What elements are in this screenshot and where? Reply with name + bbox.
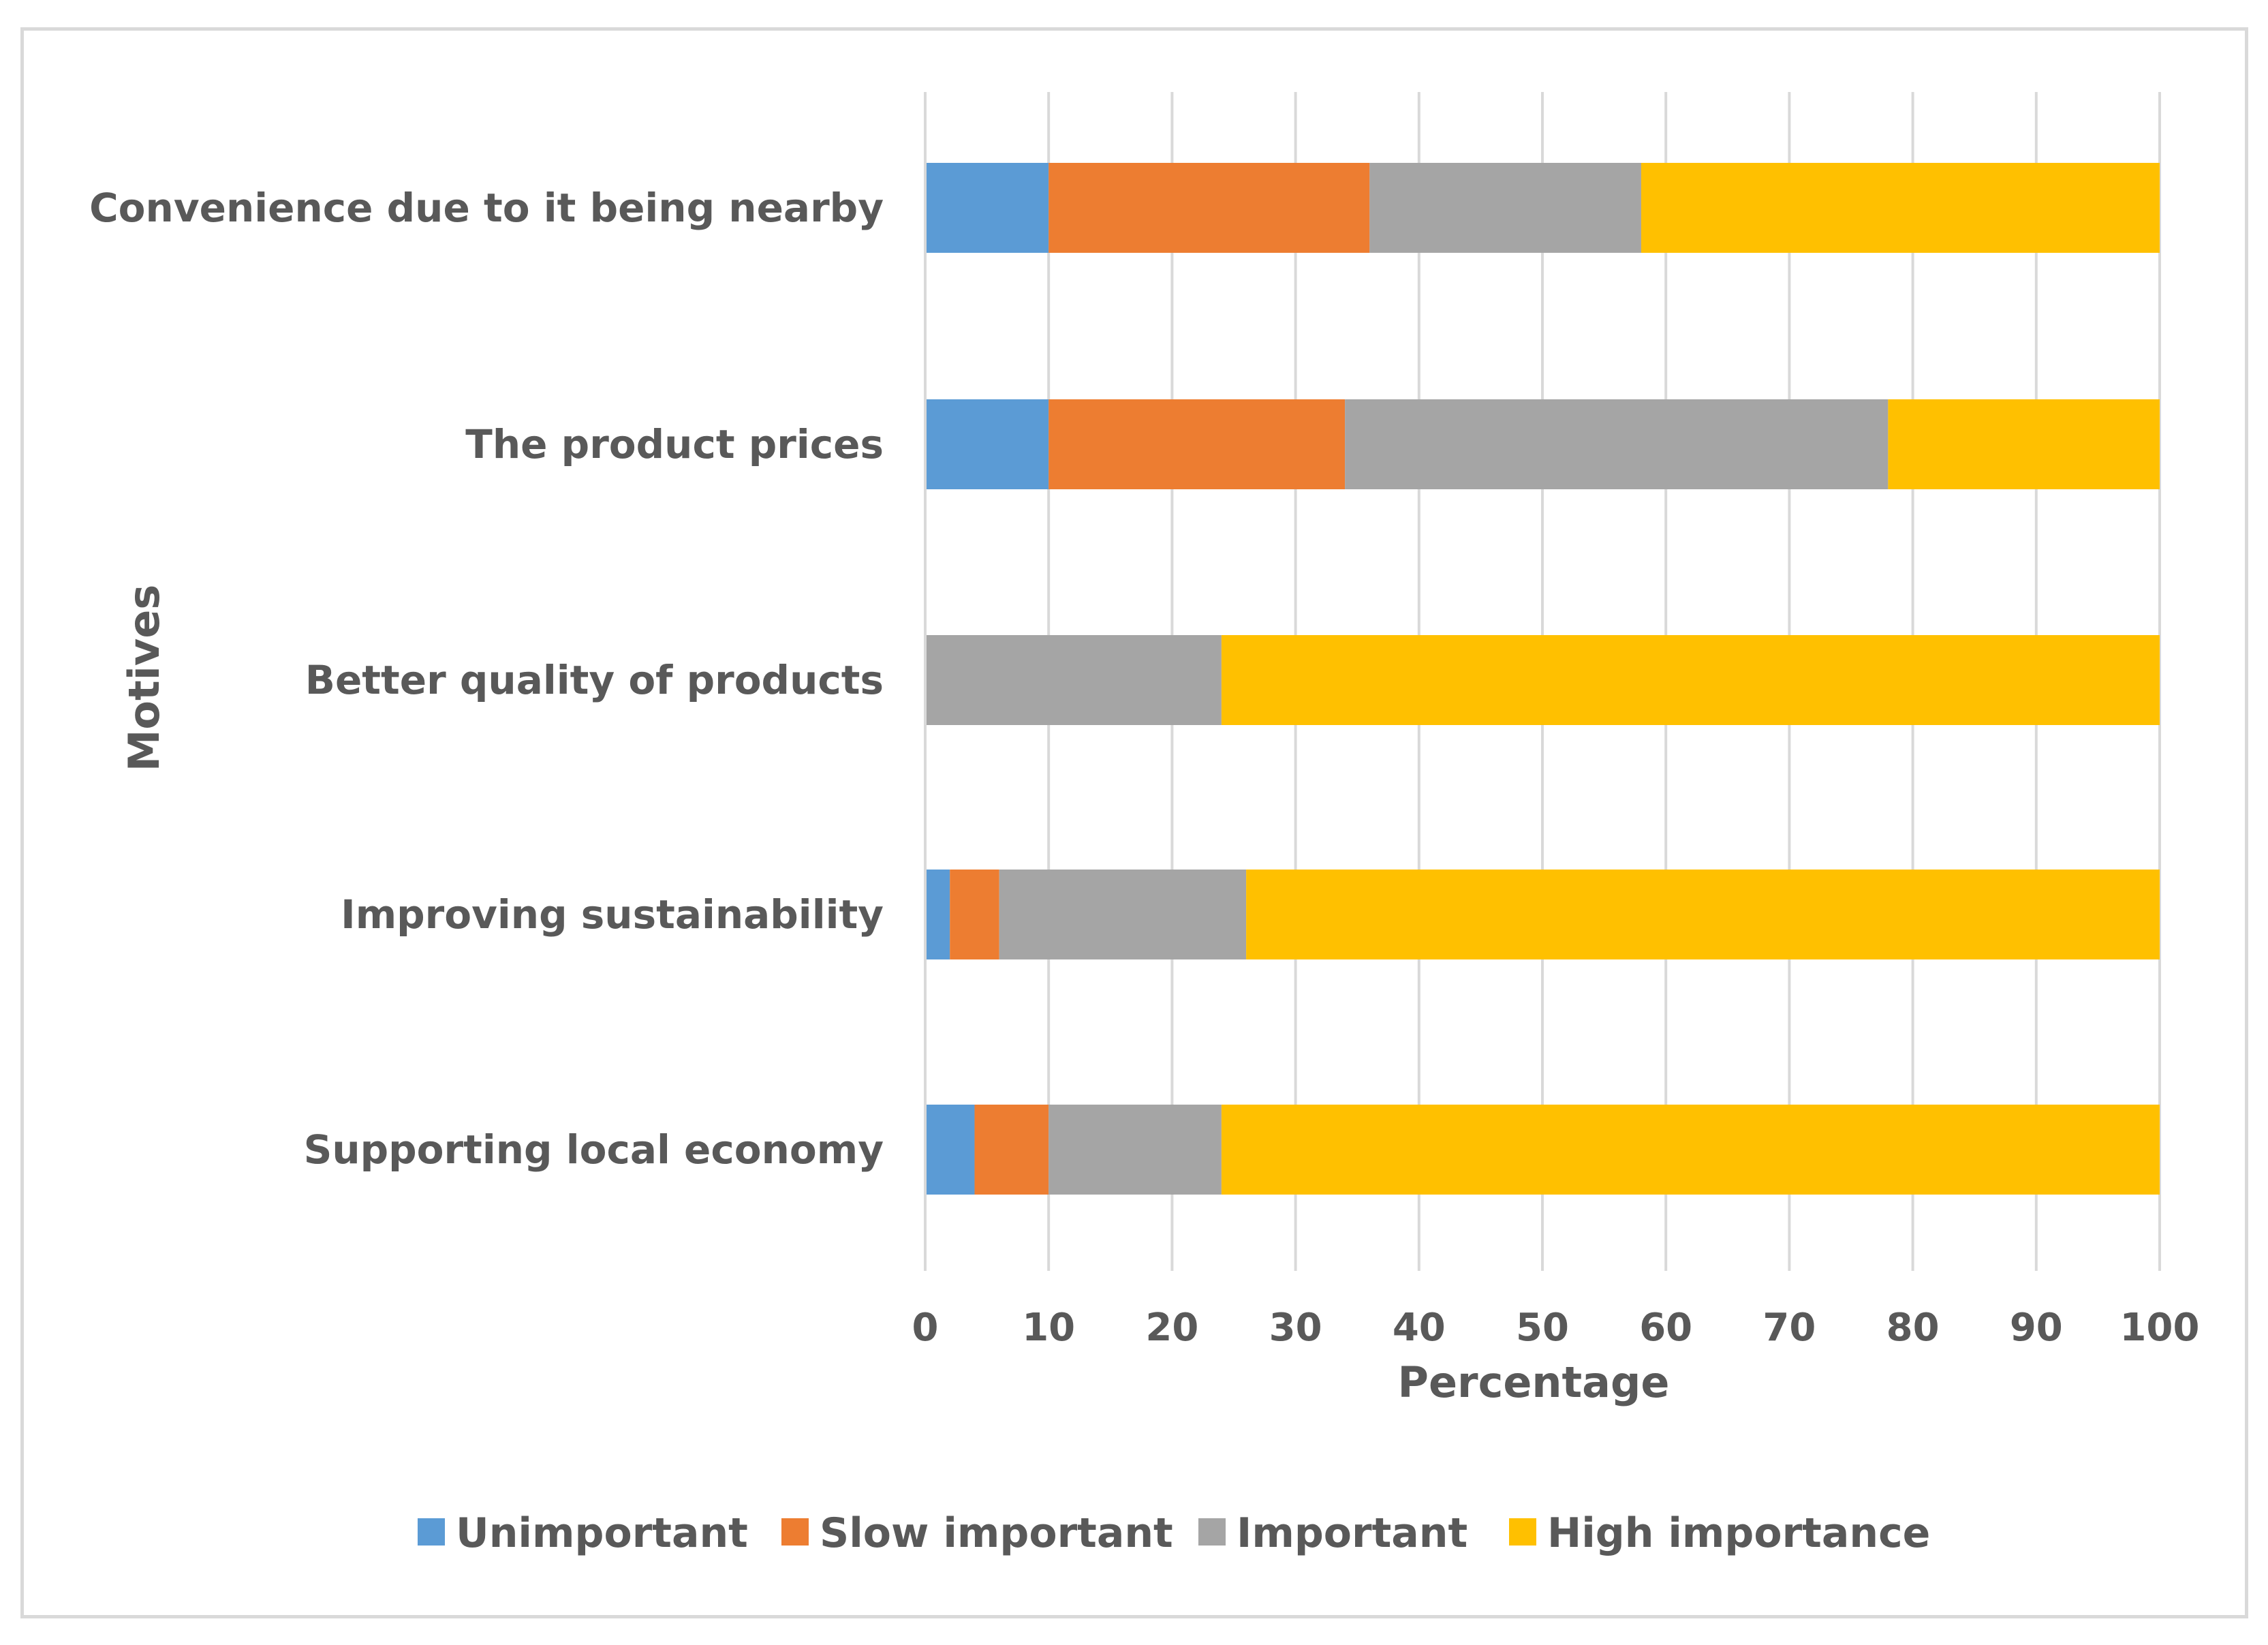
- category-label: Improving sustainability: [341, 891, 884, 938]
- x-tick-label: 80: [1886, 1306, 1940, 1350]
- legend-swatch: [1509, 1518, 1536, 1546]
- bar-segment: [1048, 163, 1370, 253]
- chart-frame: Convenience due to it being nearby The pr…: [20, 27, 2248, 1618]
- x-tick-label: 10: [1022, 1306, 1075, 1350]
- bar-segment: [925, 1105, 975, 1195]
- x-tick-label: 60: [1639, 1306, 1692, 1350]
- x-tick-labels: 0 10 20 30 40 50 60 70 80 90 100: [912, 1306, 2200, 1350]
- legend-swatch: [1198, 1518, 1226, 1546]
- category-label: The product prices: [465, 421, 884, 467]
- bars: [925, 163, 2160, 1195]
- bar-segment: [999, 870, 1247, 959]
- x-tick-label: 0: [912, 1306, 939, 1350]
- x-tick-label: 90: [2010, 1306, 2063, 1350]
- x-tick-label: 30: [1269, 1306, 1322, 1350]
- bar-segment: [925, 635, 1222, 725]
- bar-segment: [1369, 163, 1641, 253]
- legend-label: Important: [1237, 1509, 1467, 1557]
- legend-swatch: [781, 1518, 809, 1546]
- bar-segment: [925, 399, 1049, 489]
- bar-segment: [1641, 163, 2160, 253]
- bar-segment: [1048, 399, 1346, 489]
- x-tick-label: 40: [1393, 1306, 1446, 1350]
- bar-segment: [925, 163, 1049, 253]
- y-axis-title: Motives: [119, 585, 169, 772]
- x-tick-label: 70: [1762, 1306, 1816, 1350]
- bar-segment: [925, 870, 950, 959]
- bar-segment: [950, 870, 999, 959]
- bar-segment: [1048, 1105, 1222, 1195]
- category-label: Convenience due to it being nearby: [89, 185, 884, 231]
- x-axis-title: Percentage: [1398, 1357, 1670, 1407]
- stacked-bar-chart: Convenience due to it being nearby The pr…: [89, 92, 2200, 1557]
- bar-segment: [1246, 870, 2160, 959]
- x-tick-label: 100: [2120, 1306, 2200, 1350]
- bar-segment: [1221, 1105, 2160, 1195]
- bar-segment: [1221, 635, 2160, 725]
- x-tick-label: 20: [1145, 1306, 1198, 1350]
- legend-label: Unimportant: [456, 1509, 748, 1557]
- legend-label: High importance: [1547, 1509, 1930, 1557]
- bar-segment: [974, 1105, 1049, 1195]
- legend-swatch: [418, 1518, 445, 1546]
- bar-segment: [1888, 399, 2160, 489]
- category-label: Better quality of products: [305, 657, 884, 703]
- bar-segment: [1345, 399, 1889, 489]
- legend-label: Slow important: [820, 1509, 1173, 1557]
- category-label: Supporting local economy: [304, 1126, 884, 1173]
- legend: Unimportant Slow important Important High i…: [418, 1509, 1930, 1557]
- category-labels: Convenience due to it being nearby The pr…: [89, 185, 884, 1173]
- x-tick-label: 50: [1516, 1306, 1569, 1350]
